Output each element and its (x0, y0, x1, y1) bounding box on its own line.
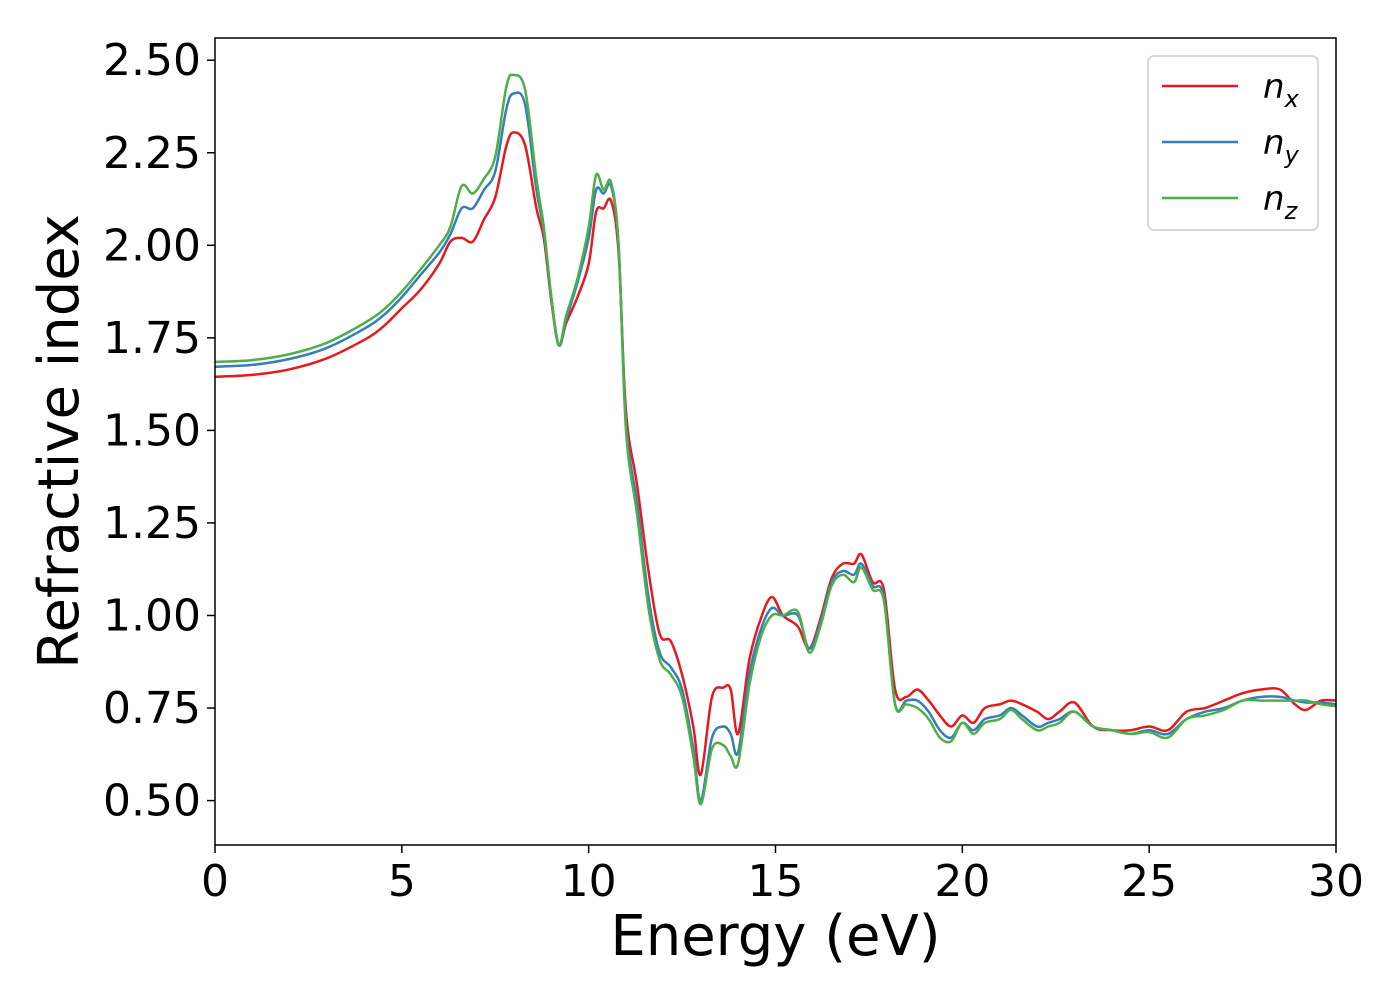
series-line-n-z (214, 73, 1337, 806)
x-tick-label: 15 (748, 856, 804, 907)
x-tick-label: 0 (201, 856, 229, 907)
x-tick-label: 25 (1121, 856, 1177, 907)
legend-label-y: ny (1263, 123, 1300, 169)
legend-label-x: nx (1263, 67, 1300, 113)
y-tick-label: 0.50 (103, 776, 201, 827)
x-tick-label: 10 (561, 856, 617, 907)
legend: nx ny nz (1147, 55, 1319, 231)
x-tick-label: 20 (934, 856, 990, 907)
y-tick-label: 2.50 (103, 35, 201, 86)
y-tick-label: 2.25 (103, 128, 201, 179)
series-layer (214, 73, 1337, 806)
y-tick-label: 0.75 (103, 683, 201, 734)
y-tick-label: 1.25 (103, 498, 201, 549)
legend-label-z: nz (1263, 179, 1299, 225)
x-axis-label: Energy (eV) (610, 904, 940, 969)
x-tick-label: 30 (1308, 856, 1364, 907)
tick-layer: 0 5 10 15 20 25 30 0.50 0.75 1.00 1.25 1.50 1.75 2.00… (103, 35, 1364, 907)
y-tick-label: 2.00 (103, 220, 201, 271)
y-axis-label: Refractive index (27, 214, 92, 669)
y-tick-label: 1.75 (103, 313, 201, 364)
y-tick-label: 1.50 (103, 405, 201, 456)
y-tick-label: 1.00 (103, 590, 201, 641)
x-tick-label: 5 (388, 856, 416, 907)
